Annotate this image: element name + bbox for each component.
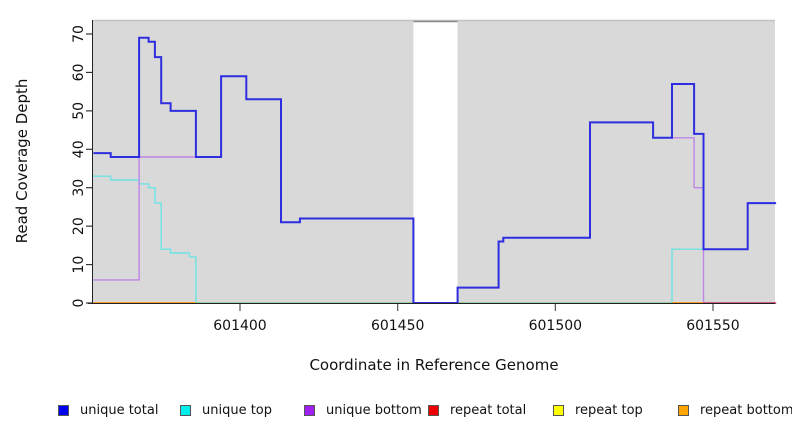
- legend-item-unique-total: unique total: [58, 401, 158, 419]
- series-unique-total: [93, 36, 777, 304]
- x-tick-label: 601550: [686, 318, 739, 334]
- plot-panel: [93, 19, 775, 303]
- y-tick-label: 70: [71, 25, 87, 43]
- y-tick-label: 50: [71, 102, 87, 120]
- x-axis-label: Coordinate in Reference Genome: [309, 356, 558, 374]
- legend-swatch-icon: [428, 404, 439, 416]
- legend-item-unique-bottom: unique bottom: [304, 401, 422, 419]
- legend-swatch-icon: [58, 404, 69, 416]
- legend-swatch-icon: [180, 404, 191, 416]
- axes: 0 10 20 30 40 50 60 70 601400 601450 601500 601550: [71, 20, 775, 334]
- legend-item-label: repeat total: [450, 402, 527, 418]
- y-tick-label: 30: [71, 179, 87, 197]
- y-tick-label: 60: [71, 64, 87, 82]
- legend-item-unique-top: unique top: [180, 401, 272, 419]
- x-tick-label: 601500: [529, 318, 582, 334]
- legend-item-label: repeat top: [575, 402, 643, 418]
- legend-swatch-icon: [553, 404, 564, 416]
- y-axis-label: Read Coverage Depth: [13, 79, 31, 244]
- legend: unique total unique top unique bottom repea…: [0, 401, 792, 425]
- legend-swatch-icon: [678, 404, 689, 416]
- legend-item-label: unique top: [202, 402, 273, 418]
- legend-item-repeat-bottom: repeat bottom: [678, 401, 792, 419]
- legend-item-repeat-total: repeat total: [428, 401, 526, 419]
- y-tick-label: 40: [71, 140, 87, 158]
- x-tick-label: 601450: [371, 318, 424, 334]
- legend-item-label: unique bottom: [326, 402, 422, 418]
- legend-swatch-icon: [304, 404, 315, 416]
- y-tick-label: 10: [71, 256, 87, 274]
- y-tick-label: 20: [71, 217, 87, 235]
- legend-item-label: unique total: [80, 402, 159, 418]
- legend-item-label: repeat bottom: [700, 402, 792, 418]
- y-tick-label: 0: [71, 299, 87, 308]
- x-tick-label: 601400: [213, 318, 266, 334]
- legend-item-repeat-top: repeat top: [553, 401, 643, 419]
